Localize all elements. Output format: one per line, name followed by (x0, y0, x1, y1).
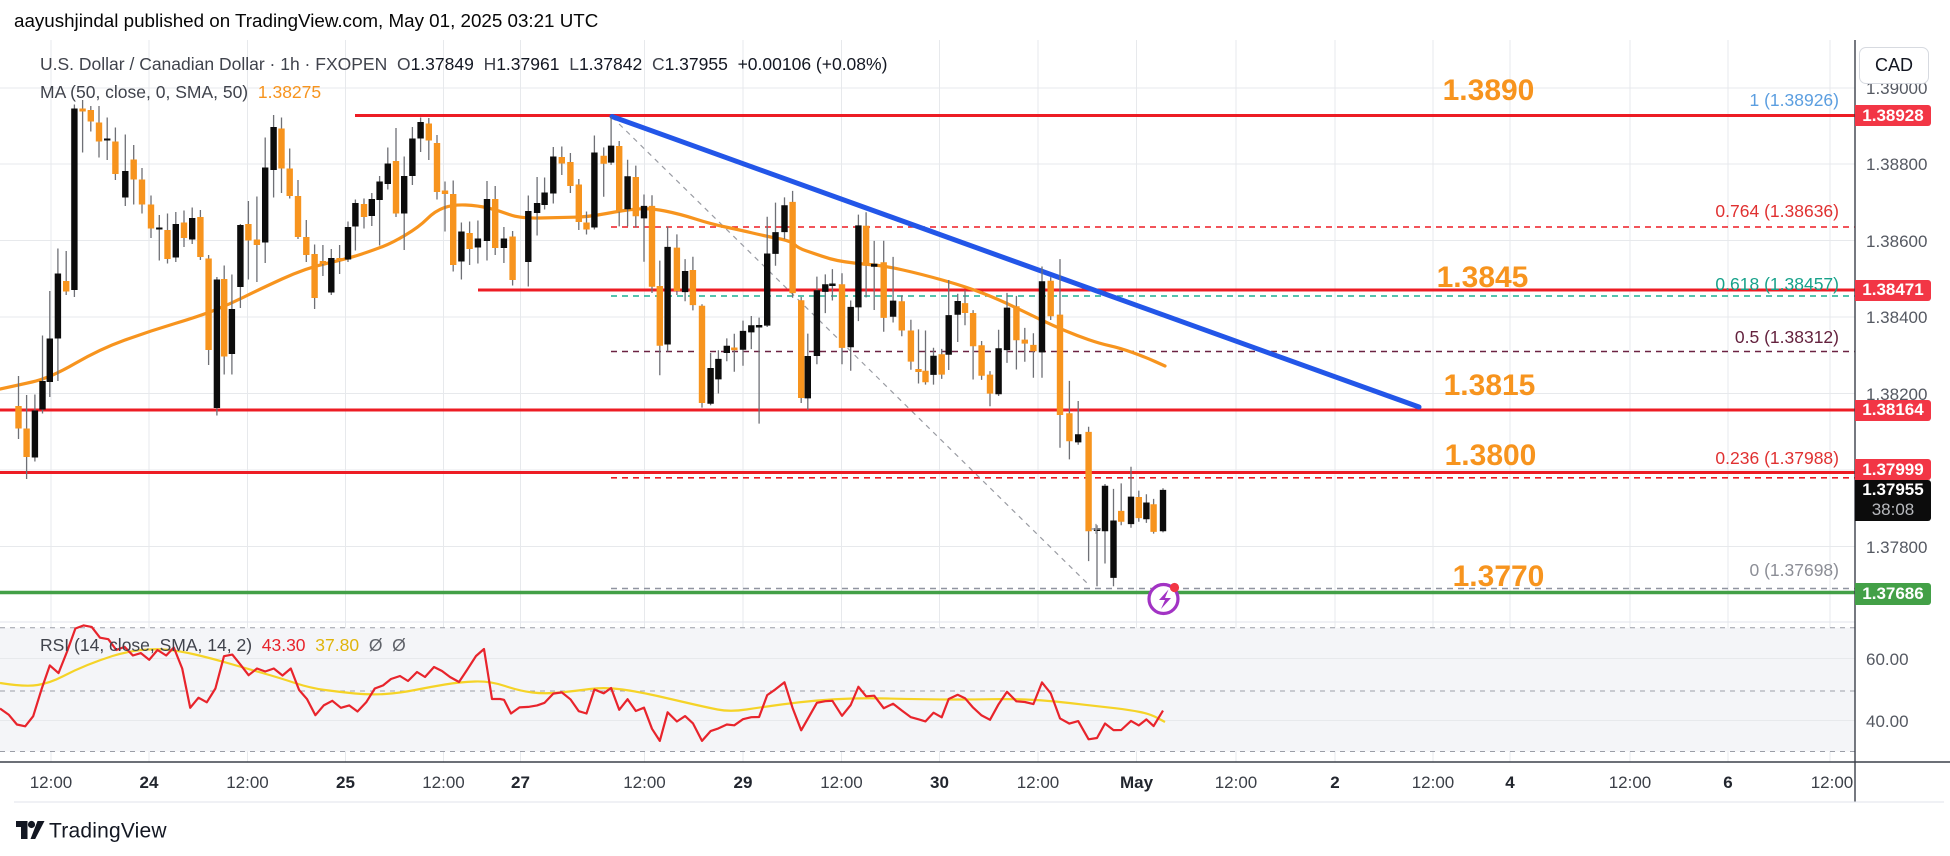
svg-text:TradingView: TradingView (49, 820, 167, 843)
